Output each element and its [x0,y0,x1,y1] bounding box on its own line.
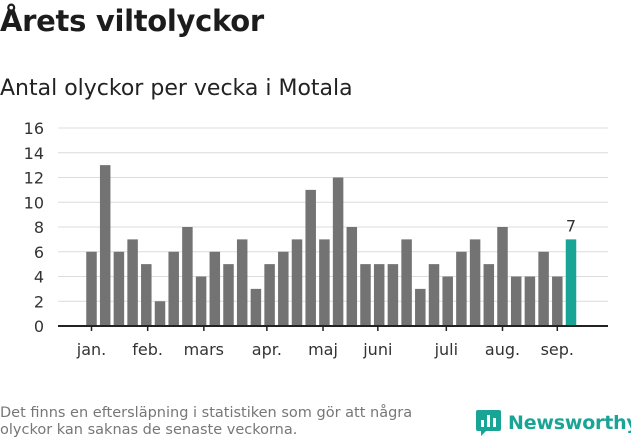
brand-logo: Newsworthy [476,408,631,438]
y-tick-label: 8 [34,218,44,237]
bar [168,251,179,326]
bar [373,264,385,326]
x-tick-label: feb. [132,340,163,359]
y-tick-label: 16 [24,119,44,138]
chart-subtitle: Antal olyckor per vecka i Motala [0,76,353,101]
x-tick-label: sep. [541,340,574,359]
x-axis-month-ticks: jan. feb. mars apr. maj juni juli aug. sep. [76,326,574,359]
bar [442,276,453,326]
bar [209,251,221,326]
bar [483,264,495,326]
bar [86,251,97,326]
y-tick-label: 0 [34,317,44,336]
bar [456,251,467,326]
bar [113,251,125,326]
bar [291,239,303,326]
y-axis-ticks: 0 2 4 6 8 10 12 14 16 [24,119,44,336]
y-tick-label: 14 [24,144,44,163]
bar [305,189,316,326]
x-tick-label: jan. [76,340,106,359]
bar [154,301,166,326]
bar [332,177,344,326]
bar [141,264,152,326]
bar [552,276,563,326]
bar [415,288,426,326]
x-tick-label: juni [362,340,392,359]
y-tick-label: 6 [34,243,44,262]
footnote: Det finns en eftersläpning i statistiken… [0,405,413,438]
bars [86,165,577,326]
x-tick-label: mars [184,340,224,359]
bar [195,276,207,326]
bar [538,251,549,326]
data-label: 7 [566,216,576,235]
bar [223,264,234,326]
bar [127,239,138,326]
bar [524,276,536,326]
newsworthy-logo-icon [476,410,501,436]
bar [401,239,412,326]
bar [497,227,508,326]
x-tick-label: maj [308,340,338,359]
bar [360,264,371,326]
x-tick-label: aug. [485,340,520,359]
data-labels: 7 [566,216,576,235]
bar [182,227,193,326]
bar [387,264,399,326]
y-tick-label: 4 [34,268,44,287]
bar [236,239,248,326]
bar [469,239,481,326]
x-tick-label: apr. [252,340,282,359]
bar [250,288,262,326]
x-tick-label: juli [434,340,458,359]
bar [264,264,275,326]
y-tick-label: 12 [24,169,44,188]
bar [428,264,440,326]
chart-title: Årets viltolyckor [0,4,264,38]
y-tick-label: 2 [34,292,44,311]
bar [510,276,522,326]
bar [99,165,111,326]
bar [346,227,358,326]
bar-highlight [565,239,577,326]
y-tick-label: 10 [24,193,44,212]
bar [278,251,289,326]
brand-name: Newsworthy [508,412,631,434]
bar [319,239,330,326]
bar-chart: 0 2 4 6 8 10 12 14 16 jan. feb. mars apr. maj juni jul… [24,119,608,359]
